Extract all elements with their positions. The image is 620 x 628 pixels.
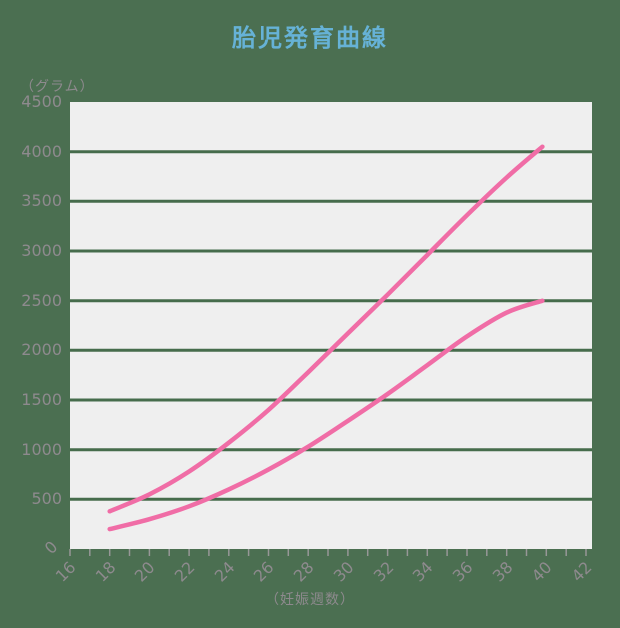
y-axis-label-2500: 2500 [21,291,62,310]
y-axis-label-4000: 4000 [21,142,62,161]
chart-title: 胎児発育曲線 [232,24,388,52]
y-axis-label-4500: 4500 [21,92,62,111]
x-axis-unit-label: （妊娠週数） [265,592,355,608]
y-axis-unit-label: （グラム） [20,79,95,95]
upper-limit-curve [107,144,545,514]
y-axis-label-2000: 2000 [21,340,62,359]
y-axis-label-3000: 3000 [21,241,62,260]
y-axis-label-1000: 1000 [21,440,62,459]
y-axis-label-1500: 1500 [21,390,62,409]
y-axis-label-3500: 3500 [21,191,62,210]
y-axis-label-500: 500 [31,489,62,508]
lower-limit-curve [107,298,545,532]
